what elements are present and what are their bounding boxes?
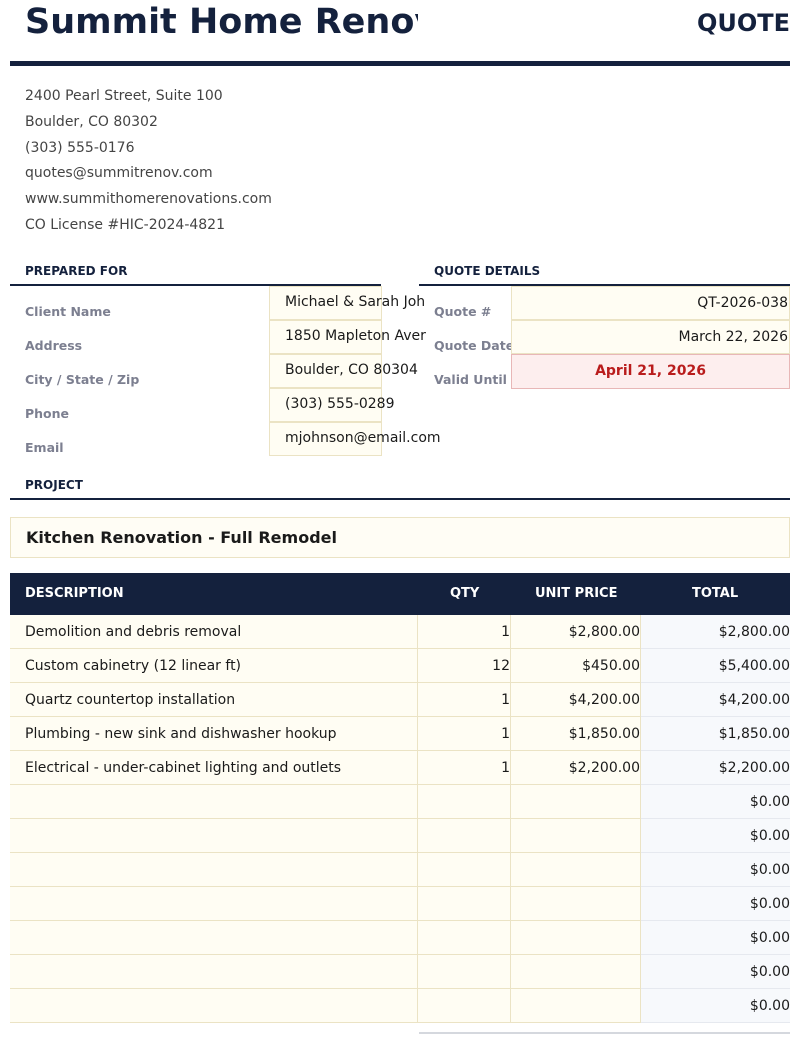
description-cell[interactable]: Custom cabinetry (12 linear ft) xyxy=(10,649,418,683)
unit-price-cell[interactable] xyxy=(511,989,641,1023)
table-row: Demolition and debris removal 1 $2,800.0… xyxy=(10,615,790,649)
header-qty: QTY xyxy=(450,586,480,601)
header-total: TOTAL xyxy=(692,586,739,601)
total-cell: $4,200.00 xyxy=(641,683,790,717)
total-cell: $0.00 xyxy=(641,785,790,819)
company-name: Summit Home Renovations xyxy=(25,2,418,42)
divider xyxy=(10,498,790,500)
unit-price-cell[interactable] xyxy=(511,853,641,887)
field-label: Quote # xyxy=(434,304,492,319)
company-info-line: CO License #HIC-2024-4821 xyxy=(25,217,225,233)
unit-price-cell[interactable] xyxy=(511,819,641,853)
field-label: Client Name xyxy=(25,304,111,319)
qty-cell[interactable] xyxy=(418,853,511,887)
qty-cell[interactable] xyxy=(418,887,511,921)
document-type: QUOTE xyxy=(696,9,790,37)
header-description: DESCRIPTION xyxy=(25,586,124,601)
quote-field[interactable]: April 21, 2026 xyxy=(511,354,790,389)
unit-price-cell[interactable] xyxy=(511,887,641,921)
company-info-line: quotes@summitrenov.com xyxy=(25,165,213,182)
table-row: Electrical - under-cabinet lighting and … xyxy=(10,751,790,785)
description-cell[interactable] xyxy=(10,921,418,955)
unit-price-cell[interactable] xyxy=(511,921,641,955)
field-label: City / State / Zip xyxy=(25,372,140,387)
unit-price-cell[interactable]: $4,200.00 xyxy=(511,683,641,717)
company-info-line: (303) 555-0176 xyxy=(25,139,135,156)
table-header: DESCRIPTION QTY UNIT PRICE TOTAL xyxy=(10,573,790,615)
qty-cell[interactable]: 1 xyxy=(418,717,511,751)
table-row: $0.00 xyxy=(10,785,790,819)
total-cell: $2,200.00 xyxy=(641,751,790,785)
total-cell: $2,800.00 xyxy=(641,615,790,649)
header-divider xyxy=(10,61,790,66)
unit-price-cell[interactable]: $450.00 xyxy=(511,649,641,683)
quote-field[interactable]: March 22, 2026 xyxy=(511,320,790,354)
qty-cell[interactable]: 12 xyxy=(418,649,511,683)
divider xyxy=(419,1032,790,1034)
unit-price-cell[interactable]: $2,800.00 xyxy=(511,615,641,649)
description-cell[interactable]: Demolition and debris removal xyxy=(10,615,418,649)
field-label: Valid Until xyxy=(434,372,507,387)
total-cell: $0.00 xyxy=(641,887,790,921)
company-info-line: Boulder, CO 80302 xyxy=(25,113,158,130)
qty-cell[interactable] xyxy=(418,989,511,1023)
qty-cell[interactable]: 1 xyxy=(418,615,511,649)
unit-price-cell[interactable]: $1,850.00 xyxy=(511,717,641,751)
table-row: Quartz countertop installation 1 $4,200.… xyxy=(10,683,790,717)
project-name-field[interactable]: Kitchen Renovation - Full Remodel xyxy=(10,517,790,558)
total-cell: $0.00 xyxy=(641,819,790,853)
table-row: $0.00 xyxy=(10,887,790,921)
description-cell[interactable] xyxy=(10,955,418,989)
table-row: $0.00 xyxy=(10,819,790,853)
total-cell: $0.00 xyxy=(641,853,790,887)
total-cell: $0.00 xyxy=(641,955,790,989)
company-info-line: www.summithomerenovations.com xyxy=(25,191,272,208)
table-row: $0.00 xyxy=(10,853,790,887)
qty-cell[interactable] xyxy=(418,921,511,955)
quote-field[interactable]: QT-2026-038 xyxy=(511,286,790,320)
description-cell[interactable] xyxy=(10,785,418,819)
project-heading: PROJECT xyxy=(25,478,83,492)
total-cell: $0.00 xyxy=(641,989,790,1023)
field-label: Phone xyxy=(25,406,70,421)
table-row: Custom cabinetry (12 linear ft) 12 $450.… xyxy=(10,649,790,683)
qty-cell[interactable]: 1 xyxy=(418,683,511,717)
description-cell[interactable]: Electrical - under-cabinet lighting and … xyxy=(10,751,418,785)
unit-price-cell[interactable] xyxy=(511,785,641,819)
description-cell[interactable] xyxy=(10,989,418,1023)
prepared-for-heading: PREPARED FOR xyxy=(25,264,128,278)
unit-price-cell[interactable]: $2,200.00 xyxy=(511,751,641,785)
divider xyxy=(10,284,381,286)
total-cell: $5,400.00 xyxy=(641,649,790,683)
table-row: $0.00 xyxy=(10,921,790,955)
client-field[interactable]: Michael & Sarah Joh xyxy=(269,286,425,320)
total-cell: $0.00 xyxy=(641,921,790,955)
qty-cell[interactable] xyxy=(418,955,511,989)
field-label: Quote Date xyxy=(434,338,515,353)
description-cell[interactable] xyxy=(10,819,418,853)
total-cell: $1,850.00 xyxy=(641,717,790,751)
qty-cell[interactable]: 1 xyxy=(418,751,511,785)
table-row: $0.00 xyxy=(10,989,790,1023)
field-label: Email xyxy=(25,440,64,455)
header-unit-price: UNIT PRICE xyxy=(535,586,618,601)
company-info-line: 2400 Pearl Street, Suite 100 xyxy=(25,88,223,104)
client-field[interactable]: (303) 555-0289 xyxy=(269,388,395,422)
quote-details-heading: QUOTE DETAILS xyxy=(434,264,541,278)
description-cell[interactable] xyxy=(10,853,418,887)
table-row: Plumbing - new sink and dishwasher hooku… xyxy=(10,717,790,751)
qty-cell[interactable] xyxy=(418,819,511,853)
table-row: $0.00 xyxy=(10,955,790,989)
client-field[interactable]: 1850 Mapleton Aver xyxy=(269,320,426,354)
description-cell[interactable] xyxy=(10,887,418,921)
description-cell[interactable]: Quartz countertop installation xyxy=(10,683,418,717)
client-field[interactable]: Boulder, CO 80304 xyxy=(269,354,418,388)
divider xyxy=(419,284,790,286)
field-label: Address xyxy=(25,338,83,353)
qty-cell[interactable] xyxy=(418,785,511,819)
client-field[interactable]: mjohnson@email.com xyxy=(269,422,441,456)
unit-price-cell[interactable] xyxy=(511,955,641,989)
description-cell[interactable]: Plumbing - new sink and dishwasher hooku… xyxy=(10,717,418,751)
